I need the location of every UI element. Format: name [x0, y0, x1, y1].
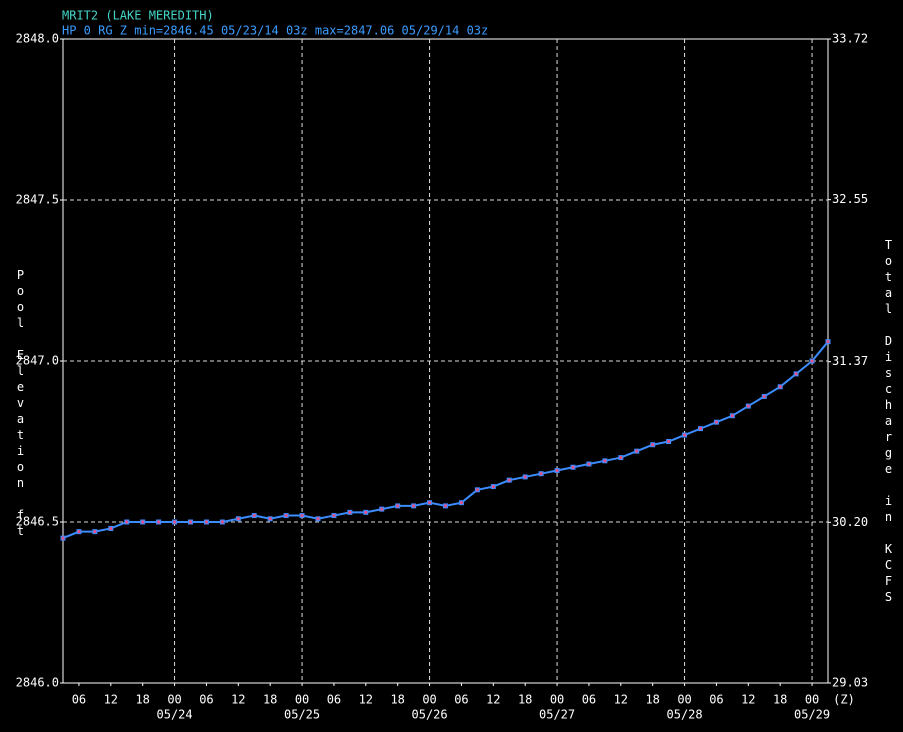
x-tick-label: 06 — [582, 693, 596, 707]
x-tick-label: 06 — [72, 693, 86, 707]
x-tick-label: 12 — [486, 693, 500, 707]
data-point-marker — [284, 513, 288, 518]
data-point-marker — [61, 536, 65, 540]
x-tick-label: 00 — [422, 693, 436, 707]
x-unit-label: (Z) — [833, 693, 855, 707]
x-date-label: 05/26 — [412, 708, 448, 722]
data-point-marker — [141, 520, 145, 524]
data-point-marker — [667, 439, 671, 444]
data-point-marker — [77, 530, 81, 534]
data-point-marker — [109, 526, 113, 531]
x-tick-label: 18 — [518, 693, 532, 707]
data-point-marker — [651, 443, 655, 447]
data-point-marker — [619, 456, 623, 460]
data-point-marker — [300, 513, 304, 518]
data-point-marker — [459, 501, 464, 505]
x-tick-label: 00 — [295, 693, 309, 707]
data-point-marker — [826, 340, 830, 344]
data-point-marker — [714, 420, 719, 424]
data-point-marker — [523, 475, 527, 479]
x-tick-label: 00 — [805, 693, 819, 707]
data-point-marker — [236, 517, 240, 521]
x-date-label: 05/25 — [284, 708, 320, 722]
y2-tick-label: 31.37 — [832, 354, 868, 368]
data-point-marker — [172, 520, 177, 524]
data-point-marker — [762, 394, 766, 399]
y2-tick-label: 33.72 — [832, 32, 868, 46]
data-point-marker — [730, 414, 734, 418]
data-point-marker — [427, 501, 432, 505]
data-point-marker — [555, 468, 559, 473]
data-point-marker — [475, 488, 479, 492]
data-point-marker — [220, 520, 224, 524]
x-tick-label: 00 — [167, 693, 181, 707]
data-point-marker — [507, 478, 511, 482]
y-tick-label: 2847.5 — [16, 193, 59, 207]
data-point-marker — [571, 465, 575, 469]
data-point-marker — [778, 385, 782, 389]
data-point-marker — [698, 427, 703, 431]
y-tick-label: 2846.5 — [16, 515, 59, 529]
data-point-marker — [380, 507, 384, 511]
y2-tick-label: 29.03 — [832, 676, 868, 690]
x-tick-label: 18 — [135, 693, 149, 707]
x-tick-label: 12 — [231, 693, 245, 707]
data-point-marker — [635, 449, 639, 453]
data-point-marker — [332, 513, 336, 518]
chart-title: MRIT2 (LAKE MEREDITH) — [62, 9, 214, 23]
data-point-marker — [682, 433, 687, 437]
x-tick-label: 12 — [359, 693, 373, 707]
y-axis-title: Pool Elevation ft — [14, 268, 28, 540]
x-tick-label: 18 — [390, 693, 404, 707]
data-point-marker — [587, 462, 591, 466]
data-point-marker — [603, 459, 607, 463]
data-point-marker — [268, 517, 272, 521]
data-point-marker — [396, 504, 400, 508]
x-tick-label: 12 — [104, 693, 118, 707]
data-point-marker — [746, 404, 750, 408]
x-tick-label: 06 — [327, 693, 341, 707]
data-point-marker — [93, 530, 97, 534]
x-tick-label: 18 — [263, 693, 277, 707]
y2-tick-label: 30.20 — [832, 515, 868, 529]
y-tick-label: 2848.0 — [16, 32, 59, 46]
data-point-marker — [491, 484, 495, 489]
data-point-marker — [316, 517, 320, 521]
x-tick-label: 06 — [454, 693, 468, 707]
data-point-marker — [443, 504, 448, 508]
y-tick-label: 2847.0 — [16, 354, 59, 368]
data-point-marker — [204, 520, 209, 524]
data-point-marker — [125, 520, 129, 524]
x-date-label: 05/24 — [157, 708, 193, 722]
x-date-label: 05/28 — [667, 708, 703, 722]
x-tick-label: 00 — [550, 693, 564, 707]
x-tick-label: 18 — [773, 693, 787, 707]
data-point-marker — [364, 510, 368, 514]
y2-tick-label: 32.55 — [832, 192, 868, 206]
data-point-marker — [157, 520, 161, 524]
x-date-label: 05/29 — [794, 708, 830, 722]
data-point-marker — [252, 513, 256, 518]
y-tick-label: 2846.0 — [16, 676, 59, 690]
data-point-marker — [188, 520, 193, 524]
x-tick-label: 12 — [741, 693, 755, 707]
y2-axis-title: Total Discharge in KCFS — [882, 238, 896, 606]
x-tick-label: 00 — [677, 693, 691, 707]
x-tick-label: 06 — [199, 693, 213, 707]
data-point-marker — [539, 472, 543, 476]
x-tick-label: 12 — [614, 693, 628, 707]
data-point-marker — [412, 504, 416, 508]
x-tick-label: 18 — [645, 693, 659, 707]
x-tick-label: 06 — [709, 693, 723, 707]
data-point-marker — [348, 510, 352, 514]
chart-subtitle: HP 0 RG Z min=2846.45 05/23/14 03z max=2… — [62, 24, 488, 38]
data-point-marker — [810, 359, 814, 363]
data-point-marker — [794, 372, 798, 376]
x-date-label: 05/27 — [539, 708, 575, 722]
